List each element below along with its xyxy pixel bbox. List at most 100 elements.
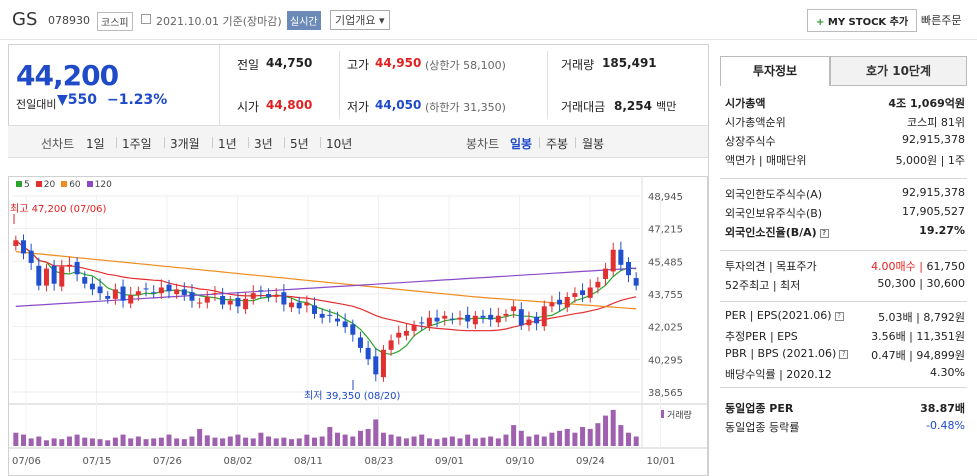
candle-body bbox=[266, 294, 272, 297]
x-tick-label: 10/01 bbox=[647, 456, 676, 467]
period-0[interactable]: 1일 bbox=[86, 137, 105, 151]
period-bar: 선차트 1일 1주일 3개월 1년 3년 5년 10년 봉차트 일봉 주봉 월봉 bbox=[8, 125, 708, 158]
candle-body bbox=[304, 302, 310, 306]
info-value: 4.00매수 | 61,750 bbox=[871, 258, 965, 274]
stock-name: GS bbox=[12, 9, 38, 30]
volume-bar bbox=[342, 434, 348, 446]
candle-body bbox=[457, 317, 463, 320]
volume-bar bbox=[82, 437, 88, 446]
ma-line-20 bbox=[15, 239, 637, 332]
volume-bar bbox=[312, 437, 318, 446]
period-3[interactable]: 1년 bbox=[218, 137, 237, 151]
candle-body bbox=[334, 318, 340, 322]
candle-body bbox=[365, 347, 371, 360]
candle-period-1[interactable]: 주봉 bbox=[546, 137, 569, 151]
info-value: -0.48% bbox=[926, 419, 965, 432]
info-value: 92,915,378 bbox=[902, 186, 965, 199]
candle-body bbox=[181, 289, 187, 296]
candle-body bbox=[258, 290, 264, 292]
info-value: 19.27% bbox=[919, 224, 965, 237]
period-6[interactable]: 10년 bbox=[326, 137, 353, 151]
help-icon[interactable]: ? bbox=[839, 349, 849, 359]
volume-bar bbox=[266, 436, 272, 446]
volume-bar bbox=[20, 434, 26, 446]
price-panel: 44,200 전일대비 ▼550 −1.23% 전일 44,750 고가 44,… bbox=[8, 44, 708, 158]
volume-bar bbox=[36, 436, 42, 446]
legend-swatch-60 bbox=[61, 181, 68, 187]
help-icon[interactable]: ? bbox=[834, 311, 844, 321]
legend-label-5: 5 bbox=[24, 180, 30, 190]
candle-body bbox=[36, 265, 42, 286]
volume-bar bbox=[511, 425, 517, 446]
lower-limit: (하한가 31,350) bbox=[425, 101, 506, 114]
amount-number: 8,254 bbox=[614, 99, 652, 113]
info-label: 추정PER | EPS bbox=[725, 330, 798, 343]
volume-bar bbox=[334, 432, 340, 446]
candle-body bbox=[327, 314, 333, 316]
candle-body bbox=[610, 249, 616, 272]
volume-bar bbox=[557, 430, 563, 446]
period-2[interactable]: 3개월 bbox=[170, 137, 200, 151]
x-tick-label: 08/11 bbox=[294, 456, 323, 467]
legend-label-120: 120 bbox=[94, 180, 112, 190]
legend-label-60: 60 bbox=[69, 180, 81, 190]
period-5[interactable]: 5년 bbox=[290, 137, 309, 151]
volume-bar bbox=[227, 436, 233, 446]
volume-label: 거래량 bbox=[561, 58, 595, 72]
volume-bar bbox=[365, 428, 371, 446]
info-label: 배당수익률 | 2020.12 bbox=[725, 368, 832, 381]
low-value: 44,050 bbox=[375, 98, 422, 112]
candle-body bbox=[289, 302, 295, 308]
candle-body bbox=[488, 314, 494, 320]
line-chart-label: 선차트 bbox=[41, 137, 75, 151]
period-4[interactable]: 3년 bbox=[254, 137, 273, 151]
legend-label-20: 20 bbox=[43, 180, 56, 190]
volume-bar bbox=[434, 439, 440, 446]
amount-label: 거래대금 bbox=[561, 100, 606, 114]
candle-body bbox=[174, 289, 180, 295]
candle-body bbox=[82, 277, 88, 284]
section-divider bbox=[720, 387, 967, 388]
period-1[interactable]: 1주일 bbox=[122, 137, 152, 151]
quick-order-button[interactable]: 빠른주문 bbox=[921, 14, 962, 27]
x-tick-label: 08/23 bbox=[365, 456, 394, 467]
mystock-add-button[interactable]: + MY STOCK 추가 bbox=[807, 9, 918, 32]
info-row: 배당수익률 | 2020.12 4.30% bbox=[725, 366, 965, 384]
candle-body bbox=[20, 240, 26, 254]
info-value: 5,000원 | 1주 bbox=[895, 154, 965, 167]
volume-bar bbox=[281, 437, 287, 446]
info-label: PBR | BPS (2021.06)? bbox=[725, 347, 849, 360]
candle-body bbox=[273, 295, 279, 297]
info-row: 상장주식수 92,915,378 bbox=[725, 133, 965, 151]
candle-body bbox=[212, 293, 218, 295]
realtime-button[interactable]: 실시간 bbox=[287, 11, 321, 30]
candle-body bbox=[112, 289, 118, 299]
info-row: 동일업종 등락률 -0.48% bbox=[725, 419, 965, 437]
volume-bar bbox=[220, 438, 226, 446]
volume-bar bbox=[174, 438, 180, 446]
volume-bar bbox=[526, 436, 532, 446]
volume-bar bbox=[120, 434, 126, 446]
candle-body bbox=[151, 292, 157, 294]
candle-body bbox=[43, 268, 49, 286]
tab-invest-info[interactable]: 투자정보 bbox=[720, 56, 830, 86]
market-badge: 코스피 bbox=[97, 12, 133, 31]
calendar-icon bbox=[141, 14, 151, 24]
divider bbox=[547, 51, 548, 119]
candle-period-0[interactable]: 일봉 bbox=[510, 137, 533, 151]
y-tick-label: 48,945 bbox=[648, 192, 683, 203]
candle-body bbox=[388, 340, 394, 350]
volume-bar bbox=[250, 438, 256, 446]
y-tick-label: 43,755 bbox=[648, 290, 683, 301]
stock-code: 078930 bbox=[48, 14, 90, 27]
volume-bar bbox=[296, 438, 302, 446]
candle-body bbox=[626, 261, 632, 276]
volume-bar bbox=[189, 436, 195, 446]
candle-period-2[interactable]: 월봉 bbox=[582, 137, 605, 151]
help-icon[interactable]: ? bbox=[819, 228, 829, 238]
volume-bar bbox=[534, 434, 540, 446]
tab-order-book[interactable]: 호가 10단계 bbox=[830, 56, 967, 86]
corp-info-dropdown[interactable]: 기업개요 ▾ bbox=[330, 10, 390, 30]
candle-body bbox=[595, 281, 601, 288]
prev-value: 44,750 bbox=[266, 56, 313, 70]
